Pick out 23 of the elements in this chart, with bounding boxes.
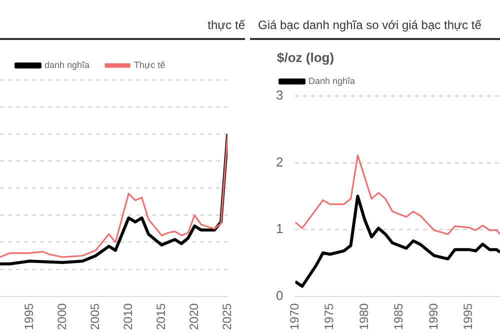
legend-label: Danh nghĩa [308,76,356,86]
y-tick-label: 1 [276,221,284,236]
y-axis-title: $/oz (log) [277,50,334,66]
x-tick-label: 2015 [154,302,168,330]
x-tick-label: 1975 [322,302,336,330]
chart-title: Giá bạc danh nghĩa so với giá bạc thực tế [250,18,500,40]
x-tick-label: 2020 [186,302,201,330]
x-tick-label: 1985 [392,302,406,330]
x-tick-label: 2000 [54,302,69,330]
x-tick-label: 1980 [356,302,371,330]
x-tick-label: 1995 [461,302,476,330]
y-tick-label: 2 [276,154,284,170]
x-tick-label: 1995 [22,302,36,330]
x-tick-label: 2005 [88,302,102,330]
y-tick-label: 0 [276,288,284,303]
x-tick-label: 2025 [220,302,234,330]
x-tick-label: 2010 [120,302,135,330]
chart-title: thực tế [0,18,245,40]
legend-label: Thực tế [134,60,166,70]
legend-label: danh nghĩa [44,60,90,70]
x-tick-label: 1990 [426,302,440,330]
x-tick-label: 1970 [288,302,302,330]
y-tick-label: 3 [276,88,284,103]
